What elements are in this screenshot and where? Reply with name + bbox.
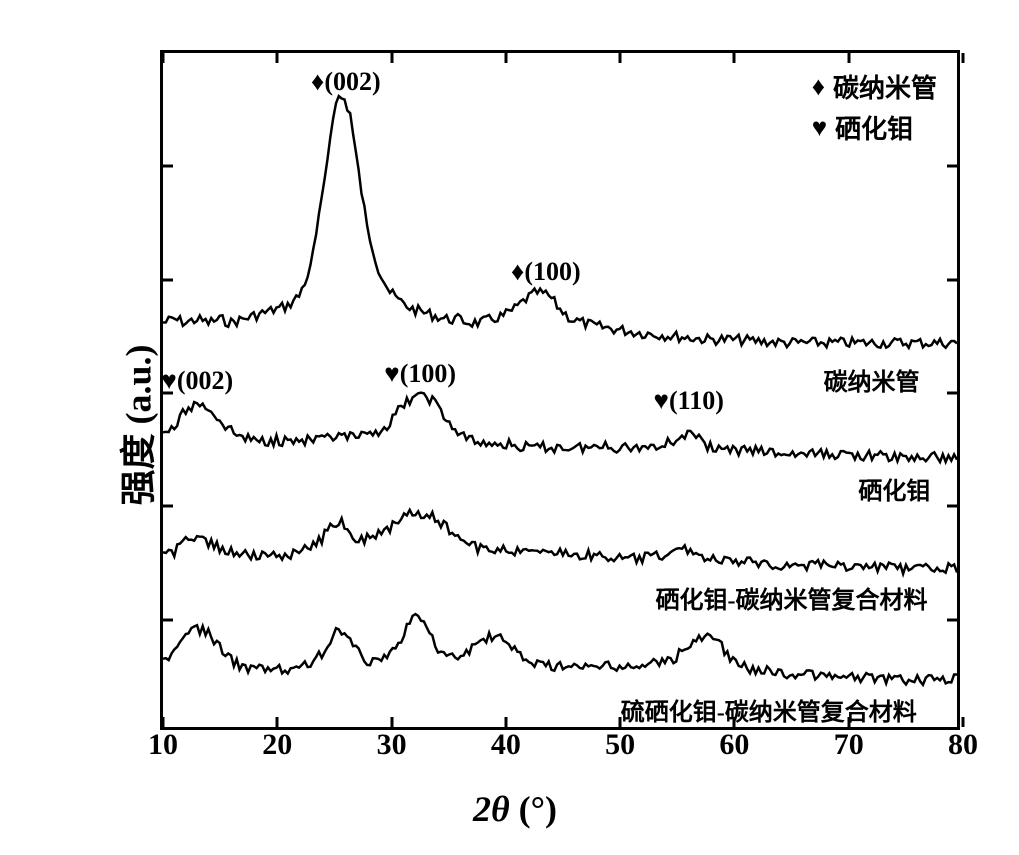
xtick-mark xyxy=(390,717,393,727)
ytick-mark-right xyxy=(947,618,957,621)
xtick-mark xyxy=(162,717,165,727)
xtick-label: 50 xyxy=(605,728,635,762)
legend-item-mose2: ♥ 硒化钼 xyxy=(812,109,937,146)
xrd-curve xyxy=(163,510,957,574)
xtick-label: 20 xyxy=(262,728,292,762)
x-axis-label: 2θ (°) xyxy=(473,788,557,830)
xrd-chart: 强度 (a.u.) ♦ 碳纳米管 ♥ 硒化钼 10 20 30 40 50 60 70 80 ♦… xyxy=(50,30,980,820)
peak-label: ♥(100) xyxy=(384,359,456,389)
curve-label: 硒化钼 xyxy=(858,471,930,506)
xtick-mark-top xyxy=(162,53,165,63)
ytick-mark-right xyxy=(947,392,957,395)
legend: ♦ 碳纳米管 ♥ 硒化钼 xyxy=(812,68,937,150)
y-axis-label: 强度 (a.u.) xyxy=(110,345,162,506)
peak-label: ♥(002) xyxy=(161,366,233,396)
xtick-mark-top xyxy=(276,53,279,63)
legend-item-cnt: ♦ 碳纳米管 xyxy=(812,68,937,105)
heart-icon: ♥ xyxy=(812,113,827,143)
peak-label: ♥(110) xyxy=(654,386,724,416)
ytick-mark xyxy=(163,618,173,621)
xtick-mark-top xyxy=(962,53,965,63)
xrd-curve xyxy=(163,614,957,685)
diamond-icon: ♦ xyxy=(812,72,825,102)
ytick-mark-right xyxy=(947,505,957,508)
xtick-mark-top xyxy=(847,53,850,63)
xtick-mark xyxy=(276,717,279,727)
xtick-mark xyxy=(962,717,965,727)
legend-label: 碳纳米管 xyxy=(833,68,937,105)
xtick-label: 40 xyxy=(491,728,521,762)
xtick-label: 10 xyxy=(148,728,178,762)
xrd-curve xyxy=(163,393,957,462)
curve-label: 硒化钼-碳纳米管复合材料 xyxy=(656,580,928,615)
peak-label: ♦(100) xyxy=(511,257,581,287)
ytick-mark-right xyxy=(947,278,957,281)
xtick-mark-top xyxy=(733,53,736,63)
xtick-mark xyxy=(504,717,507,727)
legend-label: 硒化钼 xyxy=(835,109,913,146)
curve-label: 硫硒化钼-碳纳米管复合材料 xyxy=(621,692,917,727)
ytick-mark xyxy=(163,278,173,281)
peak-label: ♦(002) xyxy=(311,67,381,97)
plot-area: ♦ 碳纳米管 ♥ 硒化钼 1020304050607080♦(002)♦(100… xyxy=(160,50,960,730)
xtick-label: 80 xyxy=(948,728,978,762)
xtick-mark-top xyxy=(504,53,507,63)
xtick-mark-top xyxy=(619,53,622,63)
xtick-label: 30 xyxy=(377,728,407,762)
xtick-label: 70 xyxy=(834,728,864,762)
ytick-mark xyxy=(163,505,173,508)
xtick-mark-top xyxy=(390,53,393,63)
ytick-mark-right xyxy=(947,165,957,168)
ytick-mark xyxy=(163,165,173,168)
curve-label: 碳纳米管 xyxy=(824,362,920,397)
xtick-label: 60 xyxy=(719,728,749,762)
